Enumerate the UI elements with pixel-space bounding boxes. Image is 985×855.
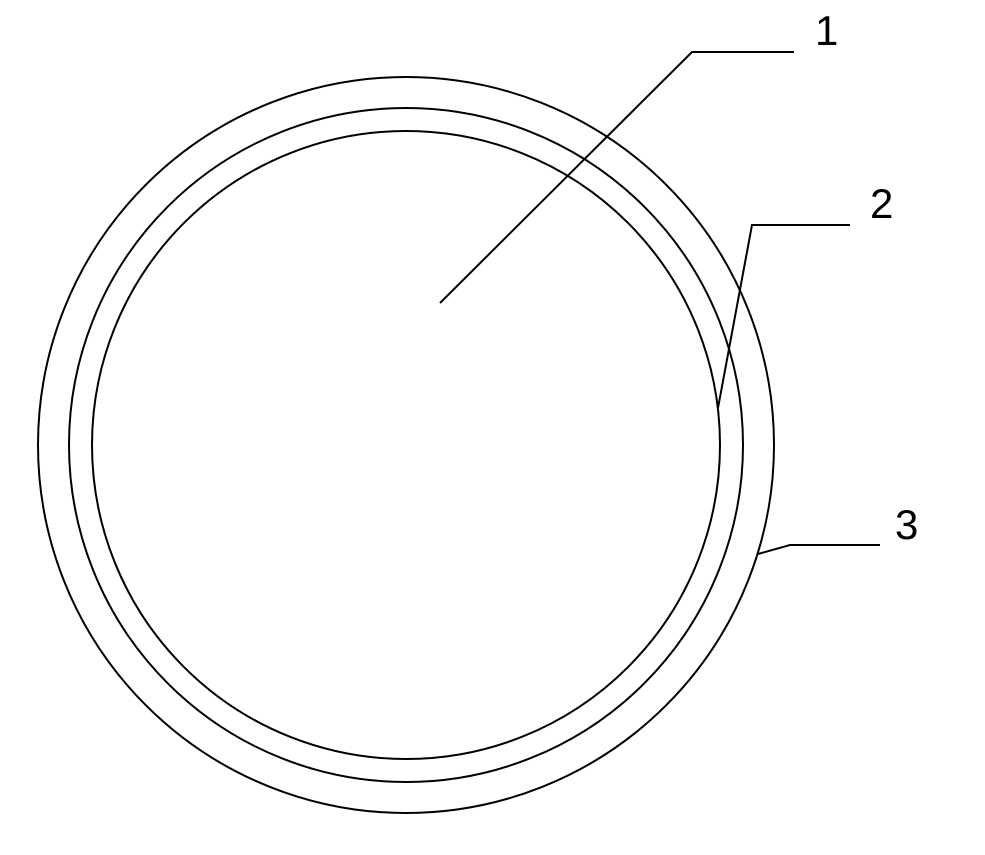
circle-outer <box>38 77 774 813</box>
leader-line-2 <box>718 225 850 408</box>
diagram-canvas: 1 2 3 <box>0 0 985 855</box>
label-2: 2 <box>870 180 893 227</box>
circle-inner <box>92 131 720 759</box>
circle-middle <box>69 108 743 782</box>
leader-line-1 <box>440 52 794 303</box>
leader-line-3 <box>758 545 880 554</box>
label-1: 1 <box>815 7 838 54</box>
label-3: 3 <box>895 501 918 548</box>
